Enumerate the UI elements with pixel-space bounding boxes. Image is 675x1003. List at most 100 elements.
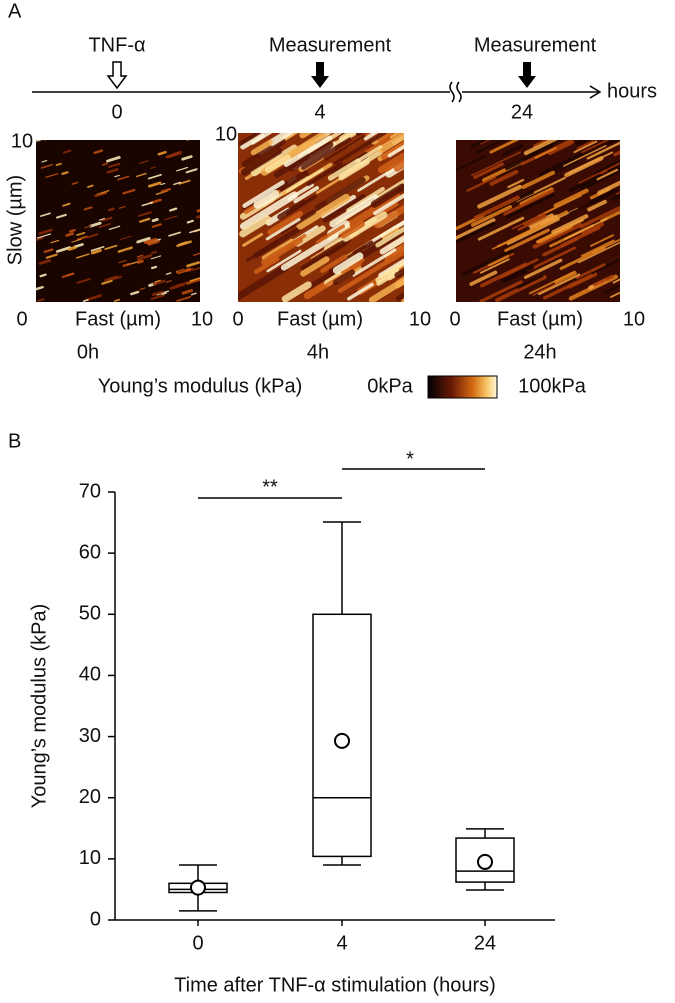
map-fiber [543, 273, 593, 300]
map-fiber [355, 145, 383, 163]
map-fiber [523, 212, 546, 226]
map-fiber [519, 187, 554, 207]
map-fiber [373, 193, 404, 216]
map-fiber [130, 290, 140, 296]
map-x-start: 0 [449, 308, 460, 330]
map-fiber [456, 155, 486, 171]
map-fiber [456, 218, 496, 241]
map-fiber [575, 140, 590, 146]
map-fiber [387, 144, 404, 158]
map-fiber [40, 212, 51, 217]
map-fiber [469, 270, 498, 286]
y-tick-label: 10 [79, 847, 101, 869]
map-fiber [329, 194, 379, 228]
map-fiber [151, 250, 158, 255]
map-fiber [328, 133, 357, 149]
map-fiber [504, 228, 550, 253]
map-fiber [151, 223, 162, 228]
map-fiber [45, 173, 59, 178]
map-fiber [253, 190, 280, 209]
map-fiber [332, 269, 356, 286]
map-fiber [286, 194, 317, 216]
map-fiber [507, 178, 525, 189]
map-fiber [45, 253, 58, 259]
event-label: Measurement [474, 34, 597, 56]
map-fiber [352, 240, 374, 255]
map-fiber [36, 140, 43, 142]
map-fiber [147, 173, 162, 180]
box [312, 613, 372, 858]
map-fiber [160, 187, 171, 193]
map-fiber [581, 140, 610, 153]
map-fiber [594, 159, 620, 174]
map-fiber [104, 275, 119, 282]
map-fiber [576, 140, 594, 150]
colorbar-max: 100kPa [518, 375, 587, 397]
y-axis-label: Young’s modulus (kPa) [28, 604, 50, 809]
map-fiber [139, 160, 149, 165]
map-fiber [352, 248, 397, 277]
map-fiber [487, 253, 509, 267]
map-fiber [181, 289, 193, 295]
map-fiber [39, 273, 47, 278]
map-fiber [114, 174, 120, 178]
map-fiber [477, 184, 522, 209]
map-fiber [164, 215, 178, 221]
map-fiber [342, 211, 388, 242]
map-fiber [471, 151, 521, 177]
map-fiber [148, 181, 162, 188]
map-fiber [336, 133, 347, 137]
map-fiber [242, 232, 264, 247]
map-fiber [578, 162, 620, 185]
map-fiber [141, 201, 153, 207]
map-fiber [499, 258, 539, 279]
colorbar-label: Young’s modulus (kPa) [98, 375, 303, 397]
map-fiber [61, 171, 69, 175]
map-fiber [532, 282, 558, 296]
map-fiber [101, 279, 113, 285]
map-y-label: Slow (µm) [4, 175, 26, 265]
map-fiber [56, 213, 67, 219]
map-fiber [267, 210, 304, 236]
map-x-start: 0 [232, 308, 243, 330]
x-tick-label: 24 [474, 932, 496, 954]
map-fiber [242, 138, 286, 168]
map-fiber [266, 249, 302, 273]
event-label: TNF-α [88, 34, 145, 56]
map-fiber [137, 259, 144, 264]
map-fiber [56, 246, 72, 253]
map-fiber [36, 298, 45, 302]
map-fiber [521, 170, 555, 190]
map-fiber [250, 144, 298, 177]
map-fiber [602, 284, 620, 295]
x-tick-label: 4 [336, 932, 347, 954]
y-tick-label: 30 [79, 725, 101, 747]
map-fiber [280, 133, 299, 143]
map-fiber [165, 280, 172, 283]
map-fiber [71, 238, 82, 243]
map-y-top: 10 [11, 130, 33, 152]
map-fiber [539, 152, 583, 177]
map-fiber [370, 183, 404, 208]
map-fiber [592, 238, 620, 254]
map-fiber [283, 135, 333, 167]
map-fiber [563, 144, 607, 167]
map-fiber [175, 281, 188, 287]
map-fiber [377, 133, 404, 154]
map-fiber [506, 217, 560, 245]
map-fiber [160, 182, 166, 186]
mean [477, 853, 493, 870]
map-fiber [475, 140, 506, 154]
map-fiber [186, 140, 190, 141]
map-fiber [324, 134, 366, 161]
map-x-label: Fast (µm) [75, 308, 161, 330]
map-fiber [40, 163, 54, 169]
map-fiber [363, 133, 379, 141]
map-fiber [516, 274, 544, 289]
map-fiber [332, 252, 364, 274]
panel-label: B [8, 430, 21, 452]
y-tick-label: 70 [79, 480, 101, 502]
axis-break [449, 81, 462, 103]
map-fiber [553, 188, 589, 208]
map-fiber [36, 233, 52, 239]
